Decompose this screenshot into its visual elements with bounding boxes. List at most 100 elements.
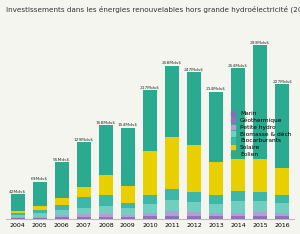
Text: 214Mds$: 214Mds$ [206,87,226,91]
Bar [187,72,201,145]
Bar [275,213,289,216]
Bar [121,128,135,186]
Text: 254Mds$: 254Mds$ [228,63,248,67]
Bar [231,218,245,219]
Bar [55,218,69,219]
Text: 258Mds$: 258Mds$ [162,61,182,65]
Bar [253,217,267,219]
Legend: Marin, Géothermique, Petite hydro, Biomasse & déch, Biocarburants, Solaire, Éoli: Marin, Géothermique, Petite hydro, Bioma… [231,111,291,157]
Bar [33,182,46,206]
Bar [187,202,201,212]
Bar [11,215,25,217]
Bar [231,159,245,191]
Bar [55,198,69,205]
Bar [209,213,223,216]
Bar [99,195,113,206]
Text: 158Mds$: 158Mds$ [96,120,116,124]
Bar [165,200,179,212]
Bar [33,218,46,219]
Text: 247Mds$: 247Mds$ [184,67,204,71]
Bar [121,208,135,215]
Bar [77,208,91,214]
Bar [253,201,267,212]
Bar [143,216,157,218]
Bar [165,216,179,217]
Bar [77,142,91,186]
Bar [187,218,201,219]
Bar [165,212,179,216]
Bar [209,195,223,204]
Bar [231,213,245,216]
Bar [275,216,289,218]
Bar [165,217,179,219]
Bar [11,194,25,211]
Bar [275,84,289,168]
Bar [121,218,135,219]
Bar [33,206,46,210]
Bar [77,186,91,197]
Bar [187,212,201,216]
Bar [275,203,289,213]
Bar [253,212,267,216]
Bar [121,186,135,203]
Bar [143,195,157,204]
Bar [231,68,245,159]
Bar [55,162,69,198]
Bar [99,175,113,195]
Bar [209,218,223,219]
Bar [209,162,223,195]
Bar [165,189,179,200]
Bar [187,216,201,218]
Bar [165,137,179,189]
Bar [77,214,91,217]
Bar [231,191,245,201]
Bar [77,197,91,208]
Bar [55,205,69,210]
Bar [121,215,135,217]
Bar [253,159,267,192]
Text: 293Mds$: 293Mds$ [250,40,270,44]
Bar [253,192,267,201]
Bar [33,213,46,216]
Bar [77,217,91,218]
Bar [143,204,157,213]
Bar [209,92,223,162]
Bar [11,213,25,215]
Bar [99,218,113,219]
Bar [33,216,46,218]
Bar [253,45,267,159]
Bar [231,216,245,218]
Bar [33,210,46,213]
Text: 217Mds$: 217Mds$ [140,85,160,89]
Bar [55,215,69,217]
Text: 42Mds$: 42Mds$ [9,189,26,193]
Bar [253,216,267,217]
Text: 129Mds$: 129Mds$ [74,137,94,141]
Bar [187,192,201,202]
Bar [99,217,113,218]
Bar [55,217,69,218]
Bar [187,145,201,192]
Text: 154Mds$: 154Mds$ [118,123,138,127]
Bar [99,206,113,214]
Bar [143,213,157,216]
Bar [275,168,289,195]
Text: 227Mds$: 227Mds$ [272,79,292,83]
Text: 63Mds$: 63Mds$ [31,177,48,181]
Bar [99,214,113,217]
Bar [165,66,179,137]
Text: Investissements dans les énergies renouvelables hors grande hydroélectricité (20: Investissements dans les énergies renouv… [6,6,300,13]
Bar [121,217,135,218]
Bar [143,218,157,219]
Bar [231,201,245,213]
Bar [55,210,69,215]
Bar [143,151,157,195]
Bar [77,218,91,219]
Bar [11,218,25,219]
Bar [121,203,135,208]
Bar [143,90,157,151]
Text: 95Mds$: 95Mds$ [53,157,70,161]
Bar [275,195,289,203]
Bar [99,125,113,175]
Bar [275,218,289,219]
